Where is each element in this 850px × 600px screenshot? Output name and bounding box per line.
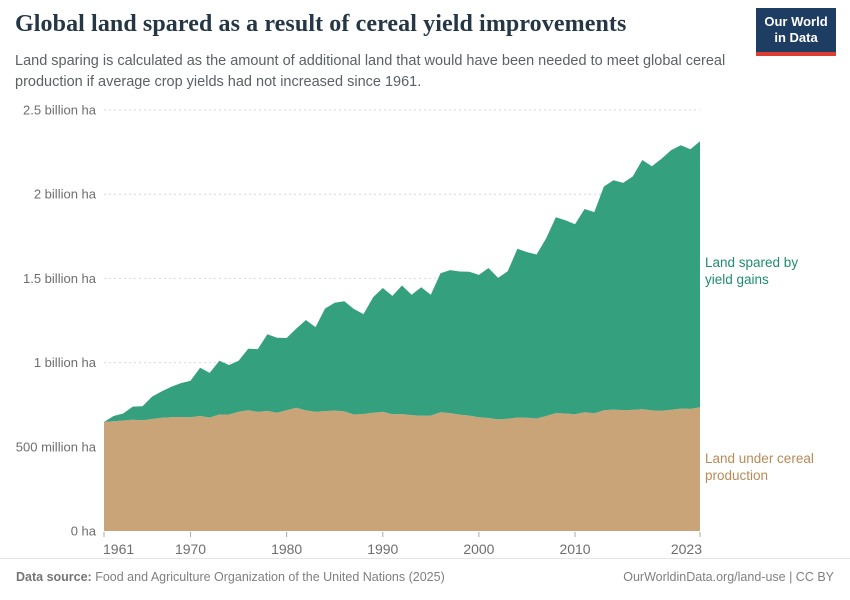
y-axis-tick-label: 2 billion ha — [34, 187, 97, 202]
y-axis-tick-label: 2.5 billion ha — [23, 103, 97, 118]
x-axis-tick-label: 1961 — [103, 541, 134, 557]
x-axis-tick-label: 2010 — [559, 541, 590, 557]
owid-logo[interactable]: Our World in Data — [756, 8, 836, 57]
x-axis-tick-label: 1990 — [367, 541, 398, 557]
y-axis-tick-label: 1 billion ha — [34, 355, 97, 370]
data-source-text: Food and Agriculture Organization of the… — [95, 570, 445, 584]
area-land-spared-by-yield-gains[interactable] — [104, 141, 700, 422]
x-axis-tick-label: 2023 — [671, 541, 702, 557]
y-axis-tick-label: 500 million ha — [16, 439, 97, 454]
page-title: Global land spared as a result of cereal… — [15, 11, 627, 37]
owid-logo-line1: Our World — [764, 14, 828, 29]
series-label-spared[interactable]: Land spared by yield gains — [705, 255, 799, 288]
series-label-cereal[interactable]: Land under cereal production — [705, 451, 814, 484]
x-axis-tick-label: 1970 — [175, 541, 206, 557]
chart-subtitle: Land sparing is calculated as the amount… — [15, 53, 726, 90]
x-axis-tick-label: 2000 — [463, 541, 494, 557]
owid-link[interactable]: OurWorldinData.org/land-use | CC BY — [623, 570, 834, 584]
chart-footer: Data source: Food and Agriculture Organi… — [0, 558, 850, 599]
area-land-under-cereal-production[interactable] — [104, 407, 700, 531]
owid-logo-line2: in Data — [774, 29, 818, 45]
y-axis-tick-label: 1.5 billion ha — [23, 271, 97, 286]
x-axis-tick-label: 1980 — [271, 541, 302, 557]
data-source: Data source: Food and Agriculture Organi… — [16, 570, 445, 599]
data-source-label: Data source: — [16, 570, 92, 584]
y-axis-tick-label: 0 ha — [71, 524, 97, 539]
